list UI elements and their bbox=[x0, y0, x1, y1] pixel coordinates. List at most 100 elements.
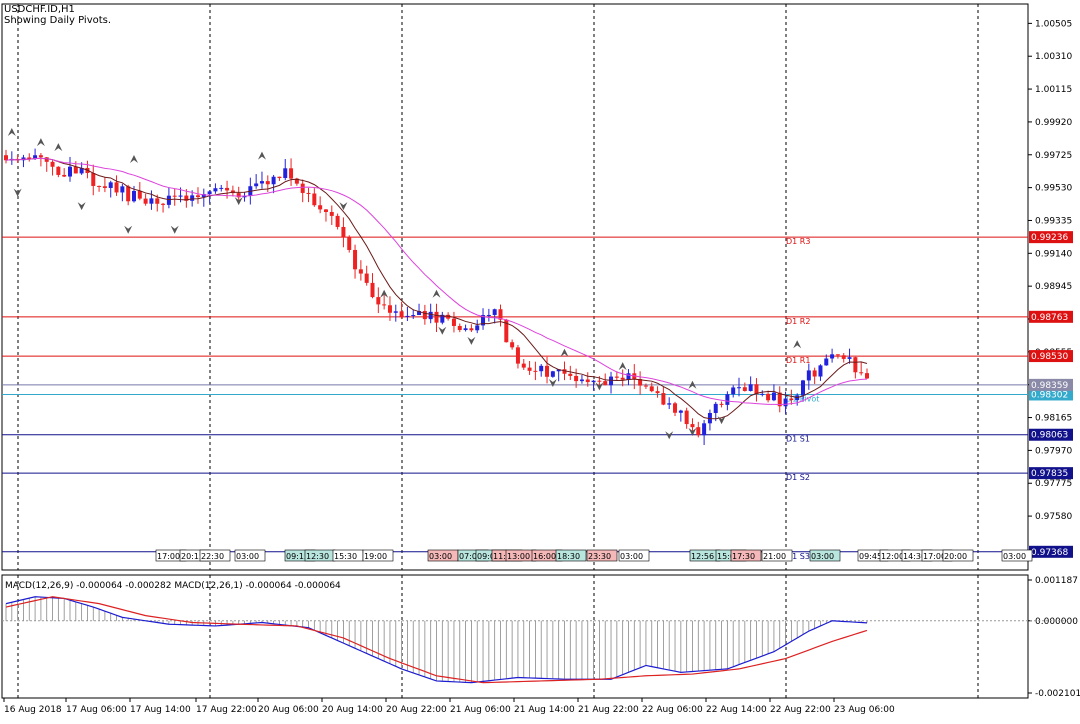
candle-body bbox=[370, 282, 375, 298]
session-label: 03:00 bbox=[811, 552, 834, 561]
session-label: 20:00 bbox=[944, 552, 967, 561]
candle-body bbox=[562, 369, 567, 374]
candle-body bbox=[161, 203, 166, 205]
session-label: 17:30 bbox=[732, 552, 755, 561]
time-axis-label: 20 Aug 06:00 bbox=[258, 705, 319, 715]
candle-body bbox=[742, 387, 747, 391]
candle-body bbox=[27, 157, 32, 160]
candle-body bbox=[137, 190, 142, 199]
time-axis-label: 23 Aug 06:00 bbox=[834, 705, 895, 715]
fractal-down-arrow bbox=[170, 225, 179, 234]
pivot-price-box bbox=[1029, 231, 1073, 244]
main-panel-frame bbox=[1, 3, 1029, 571]
candle-body bbox=[242, 195, 247, 198]
session-label-box bbox=[942, 549, 974, 562]
session-label: 17:00 bbox=[923, 552, 946, 561]
candle-body bbox=[440, 314, 445, 323]
candle-body bbox=[568, 373, 573, 376]
pivot-price-label: 0.98763 bbox=[1031, 313, 1068, 323]
pivot-price-box bbox=[1029, 350, 1073, 363]
candle-body bbox=[155, 198, 160, 204]
session-label: 17:00 bbox=[157, 552, 180, 561]
candle-body bbox=[731, 387, 736, 395]
session-label: 09:00 bbox=[477, 552, 500, 561]
candle-body bbox=[661, 393, 666, 405]
candle-body bbox=[178, 195, 183, 197]
pivot-price-box bbox=[1029, 467, 1073, 480]
candle-body bbox=[79, 167, 84, 174]
candle-body bbox=[713, 403, 718, 413]
price-tick-label: 0.97775 bbox=[1035, 479, 1072, 489]
price-tick-label: 0.99725 bbox=[1035, 151, 1072, 161]
candle-body bbox=[574, 375, 579, 382]
candle-body bbox=[638, 379, 643, 386]
candle-body bbox=[300, 183, 305, 193]
pivot-price-label: 0.98530 bbox=[1031, 352, 1068, 362]
candle-body bbox=[789, 398, 794, 401]
pivot-price-label: 0.99236 bbox=[1031, 233, 1068, 243]
time-axis-label: 17 Aug 22:00 bbox=[196, 705, 257, 715]
candle-body bbox=[591, 380, 596, 383]
candle-body bbox=[387, 305, 392, 313]
candle-body bbox=[382, 304, 387, 306]
candle-body bbox=[289, 168, 294, 179]
macd-line bbox=[5, 596, 868, 684]
candle-body bbox=[172, 195, 177, 197]
candle-body bbox=[818, 365, 823, 377]
time-axis-label: 20 Aug 14:00 bbox=[322, 705, 383, 715]
session-label: 03:00 bbox=[1003, 552, 1026, 561]
current-price-label: 0.98359 bbox=[1031, 381, 1068, 391]
ma-slow-line bbox=[5, 157, 868, 405]
candle-body bbox=[446, 314, 451, 319]
pivot-price-box bbox=[1029, 310, 1073, 323]
candle-body bbox=[422, 311, 427, 320]
candle-body bbox=[614, 376, 619, 378]
candle-body bbox=[411, 315, 416, 317]
candle-body bbox=[56, 166, 61, 175]
candle-body bbox=[213, 188, 218, 192]
candle-body bbox=[737, 387, 742, 389]
time-axis-label: 22 Aug 22:00 bbox=[770, 705, 831, 715]
session-label-box bbox=[234, 549, 266, 562]
time-axis-label: 21 Aug 14:00 bbox=[514, 705, 575, 715]
price-tick-label: 0.99920 bbox=[1035, 118, 1072, 128]
candle-body bbox=[597, 380, 602, 382]
candle-body bbox=[38, 155, 43, 158]
session-label-box bbox=[586, 549, 618, 562]
pivot-name-label: D1 S1 bbox=[786, 435, 810, 444]
candle-body bbox=[323, 209, 328, 212]
fractal-down-arrow bbox=[717, 416, 726, 425]
candle-body bbox=[399, 311, 404, 317]
candle-body bbox=[126, 186, 131, 202]
pivot-name-label: D1 R1 bbox=[786, 356, 810, 365]
candle-body bbox=[195, 195, 200, 198]
candle-body bbox=[271, 176, 276, 185]
candle-body bbox=[457, 325, 462, 331]
candle-body bbox=[312, 193, 317, 206]
candle-body bbox=[643, 385, 648, 387]
session-label: 12:30 bbox=[306, 552, 329, 561]
candle-body bbox=[510, 342, 515, 348]
session-label: 12:00 bbox=[881, 552, 904, 561]
fractal-down-arrow bbox=[548, 379, 557, 388]
candle-body bbox=[667, 403, 672, 405]
candle-body bbox=[754, 384, 759, 395]
candle-body bbox=[184, 195, 189, 201]
candle-body bbox=[67, 166, 72, 177]
session-label: 22:30 bbox=[201, 552, 224, 561]
candle-body bbox=[108, 182, 113, 188]
fractal-down-arrow bbox=[339, 202, 348, 211]
macd-tick-label: 0.001187 bbox=[1035, 576, 1078, 586]
price-tick-label: 1.00505 bbox=[1035, 19, 1072, 29]
signal-line bbox=[5, 596, 868, 684]
session-label-box bbox=[555, 549, 587, 562]
session-label-box bbox=[809, 549, 841, 562]
pivot-name-label: D1 S2 bbox=[786, 473, 810, 482]
candle-body bbox=[603, 381, 608, 386]
fractal-up-arrow bbox=[688, 380, 697, 389]
candle-body bbox=[824, 358, 829, 366]
session-label: 21:00 bbox=[763, 552, 786, 561]
session-label: 03:00 bbox=[236, 552, 259, 561]
